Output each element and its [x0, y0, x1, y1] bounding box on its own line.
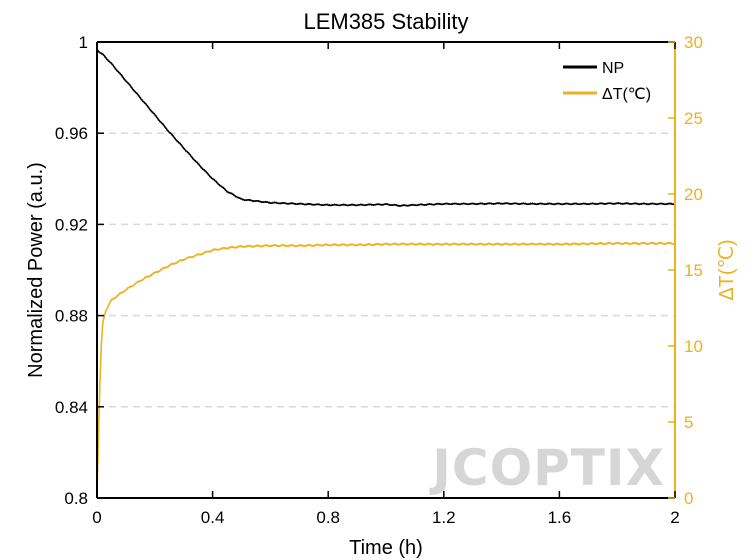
y-axis-ticks: 0.8 0.84 0.88 0.92 0.96 1 [55, 33, 104, 508]
x-tick-label: 0.8 [316, 508, 340, 527]
y2-tick-label: 30 [684, 33, 703, 52]
y2-tick-label: 20 [684, 185, 703, 204]
x-tick-label: 0 [92, 508, 101, 527]
series-layer [96, 49, 676, 491]
y-tick-label: 0.84 [55, 398, 88, 417]
y-tick-label: 0.92 [55, 215, 88, 234]
legend-label-np: NP [602, 60, 624, 77]
x-axis-label: Time (h) [349, 537, 423, 559]
y-tick-label: 0.8 [64, 489, 88, 508]
y2-axis-label: ΔT(℃) [716, 239, 738, 300]
y-tick-label: 1 [79, 33, 88, 52]
y2-tick-label: 0 [684, 489, 693, 508]
x-axis-ticks: 0 0.4 0.8 1.2 1.6 2 [92, 42, 680, 527]
x-tick-label: 1.2 [432, 508, 456, 527]
y2-axis-ticks: 0 5 10 15 20 25 30 [668, 33, 703, 508]
legend-label-dt: ΔT(℃) [602, 86, 651, 103]
series-line-np [96, 49, 676, 207]
y2-tick-label: 5 [684, 413, 693, 432]
y2-tick-label: 25 [684, 109, 703, 128]
watermark: JCOPTIX [429, 439, 665, 497]
y2-tick-label: 10 [684, 337, 703, 356]
legend: NP ΔT(℃) [563, 60, 651, 103]
y-tick-label: 0.88 [55, 307, 88, 326]
x-tick-label: 0.4 [201, 508, 225, 527]
y2-tick-label: 15 [684, 261, 703, 280]
y-axis-label: Normalized Power (a.u.) [25, 162, 47, 378]
chart-title: LEM385 Stability [303, 9, 468, 34]
x-tick-label: 1.6 [548, 508, 572, 527]
y-tick-label: 0.96 [55, 124, 88, 143]
grid-lines [97, 132, 675, 408]
series-line-dt [96, 241, 675, 491]
x-tick-label: 2 [670, 508, 679, 527]
